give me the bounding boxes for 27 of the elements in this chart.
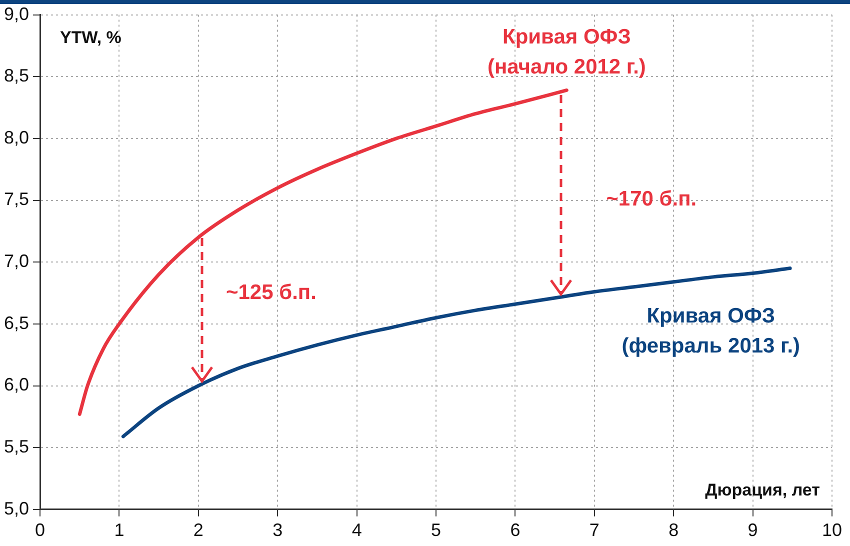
x-tick-label: 5 bbox=[431, 520, 442, 540]
x-tick-label: 4 bbox=[352, 520, 362, 540]
series-label: Кривая ОФЗ (начало 2012 г.) bbox=[487, 26, 646, 79]
y-tick-label: 7,5 bbox=[4, 189, 30, 210]
x-axis-title: Дюрация, лет bbox=[705, 480, 820, 500]
x-tick-label: 10 bbox=[822, 520, 842, 540]
x-tick-label: 3 bbox=[272, 520, 283, 540]
y-tick-label: 9,0 bbox=[4, 4, 30, 24]
annotation: ~125 б.п. bbox=[226, 281, 316, 304]
y-tick-label: 5,0 bbox=[4, 498, 30, 518]
x-tick-label: 1 bbox=[114, 520, 124, 540]
y-tick-label: 5,5 bbox=[4, 436, 30, 457]
x-tick-label: 0 bbox=[35, 520, 46, 540]
y-tick-label: 6,0 bbox=[4, 374, 30, 395]
x-tick-label: 8 bbox=[668, 520, 679, 540]
y-tick-label: 6,5 bbox=[4, 312, 30, 333]
line-series bbox=[78, 88, 568, 416]
x-tick-label: 9 bbox=[748, 520, 758, 540]
series-label: Кривая ОФЗ (февраль 2013 г.) bbox=[622, 304, 800, 358]
y-tick-label: 7,0 bbox=[4, 251, 30, 272]
annotation: ~170 б.п. bbox=[606, 188, 697, 211]
x-tick-label: 6 bbox=[510, 520, 520, 540]
y-tick-label: 8,5 bbox=[4, 66, 30, 86]
y-axis-title: YTW, % bbox=[60, 28, 122, 47]
x-tick-label: 7 bbox=[589, 520, 600, 540]
y-tick-label: 8,0 bbox=[4, 127, 30, 148]
x-tick-label: 2 bbox=[193, 520, 204, 540]
